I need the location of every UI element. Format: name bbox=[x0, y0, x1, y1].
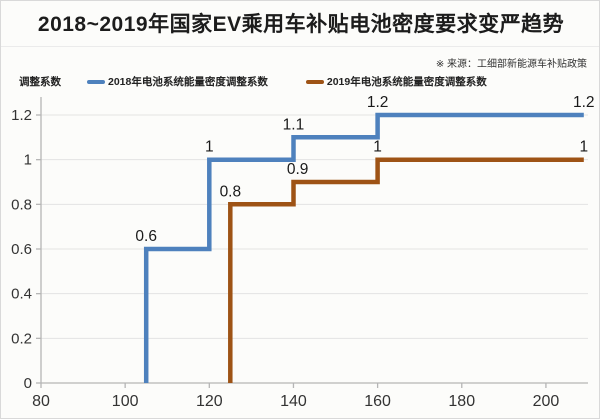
chart-title: 2018~2019年国家EV乘用车补贴电池密度要求变严趋势 bbox=[37, 13, 565, 36]
legend-label-2018: 2018年电池系统能量密度调整系数 bbox=[108, 76, 268, 88]
legend-swatch-2019-icon bbox=[305, 79, 324, 84]
data-label: 0.6 bbox=[135, 228, 157, 245]
x-tick-label: 200 bbox=[533, 393, 560, 410]
series-line-2019 bbox=[228, 157, 584, 383]
legend-item-2019: 2019年电池系统能量密度调整系数 bbox=[305, 74, 487, 89]
data-label: 0.8 bbox=[220, 183, 242, 200]
data-label: 1.2 bbox=[367, 94, 389, 111]
x-tick-label: 120 bbox=[196, 393, 223, 410]
data-label: 0.9 bbox=[287, 161, 309, 178]
title-divider bbox=[1, 46, 599, 47]
data-label: 1 bbox=[373, 139, 382, 156]
x-tick-label: 180 bbox=[448, 393, 475, 410]
data-label: 1.1 bbox=[283, 116, 305, 133]
x-tick-label: 100 bbox=[112, 393, 139, 410]
legend-label-2019: 2019年电池系统能量密度调整系数 bbox=[326, 76, 487, 88]
y-tick-label: 1.2 bbox=[11, 107, 32, 124]
data-label: 1.2 bbox=[573, 94, 595, 111]
series-line-2018 bbox=[143, 112, 584, 383]
y-tick-label: 0.2 bbox=[11, 330, 32, 347]
legend: 调整系数 2018年电池系统能量密度调整系数 2019年电池系统能量密度调整系数 bbox=[19, 74, 525, 89]
y-tick-label: 0.4 bbox=[11, 286, 32, 303]
y-tick-label: 1 bbox=[24, 152, 32, 169]
source-note: ※ 来源：工细部新能源车补贴政策 bbox=[435, 59, 587, 70]
data-label: 1 bbox=[579, 139, 588, 156]
x-tick-label: 140 bbox=[280, 393, 307, 410]
legend-item-2018: 2018年电池系统能量密度调整系数 bbox=[87, 74, 268, 89]
data-label: 1 bbox=[205, 139, 214, 156]
legend-swatch-2018-icon bbox=[87, 79, 105, 84]
x-tick-label: 80 bbox=[32, 393, 50, 410]
y-tick-label: 0 bbox=[24, 375, 32, 392]
y-axis-title: 调整系数 bbox=[19, 76, 61, 88]
x-tick-label: 160 bbox=[364, 393, 391, 410]
y-tick-label: 0.8 bbox=[11, 196, 32, 213]
y-tick-label: 0.6 bbox=[11, 241, 32, 258]
